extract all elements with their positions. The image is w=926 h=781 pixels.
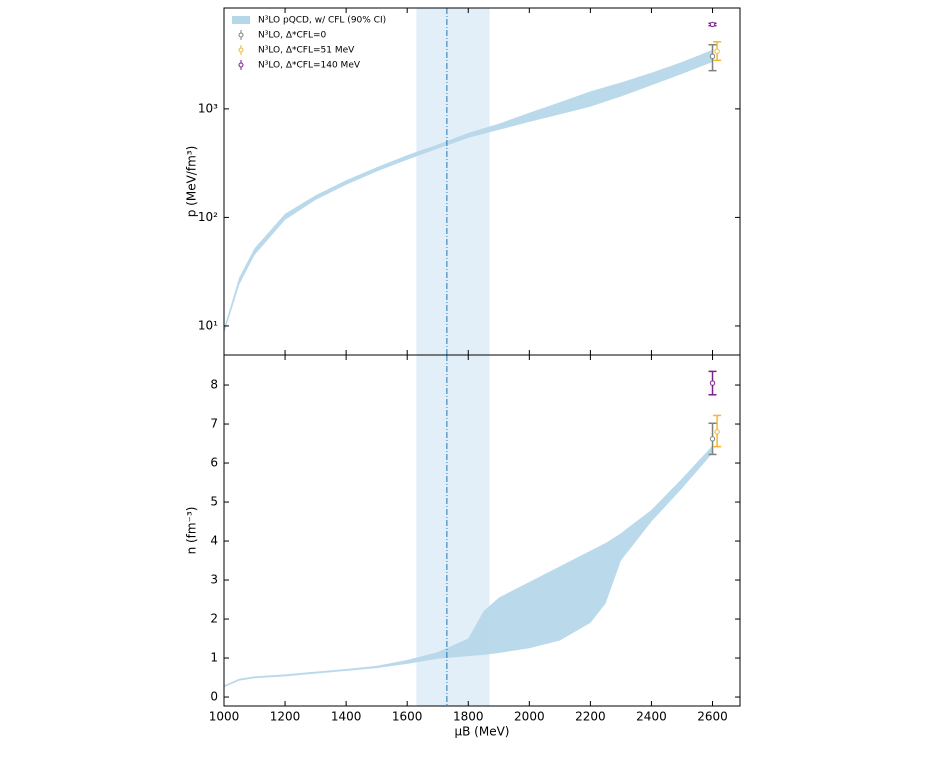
plot-area (224, 8, 722, 355)
y-tick-label: 10² (198, 210, 218, 224)
data-point (709, 436, 716, 442)
y-tick-label: 10³ (198, 101, 218, 115)
data-point (709, 53, 716, 60)
y-tick-label: 7 (210, 417, 218, 431)
legend-label: N³LO, Δ*CFL=51 MeV (258, 46, 355, 56)
y-axis-label: n (fm⁻³) (185, 507, 199, 555)
x-axis-label: μB (MeV) (455, 725, 510, 739)
legend-label: N³LO pQCD, w/ CFL (90% CI) (258, 16, 386, 26)
legend-swatch (232, 16, 250, 24)
y-tick-label: 10¹ (198, 318, 218, 332)
x-tick-label: 2200 (575, 710, 606, 724)
y-tick-label: 5 (210, 495, 218, 509)
ci-band (224, 445, 713, 688)
ci-band (224, 49, 713, 334)
x-tick-label: 2400 (636, 710, 667, 724)
y-tick-label: 3 (210, 573, 218, 587)
y-tick-label: 8 (210, 378, 218, 392)
y-tick-label: 0 (210, 690, 218, 704)
axes-frame (223, 354, 741, 707)
x-tick-label: 1600 (392, 710, 423, 724)
y-tick-label: 4 (210, 534, 218, 548)
x-tick-label: 1200 (270, 710, 301, 724)
x-tick-label: 1000 (209, 710, 240, 724)
legend-marker (238, 47, 244, 53)
legend-marker (238, 62, 244, 68)
data-point (714, 48, 720, 54)
plot-area (224, 355, 722, 706)
data-point (714, 429, 720, 435)
data-point (709, 380, 716, 386)
legend-label: N³LO, Δ*CFL=140 MeV (258, 61, 361, 71)
legend-label: N³LO, Δ*CFL=0 (258, 31, 327, 41)
highlight-span (416, 8, 490, 355)
y-axis-label: p (MeV/fm³) (185, 146, 199, 218)
y-tick-label: 2 (210, 612, 218, 626)
x-tick-label: 2600 (697, 710, 728, 724)
x-tick-label: 1400 (331, 710, 362, 724)
y-tick-label: 1 (210, 651, 218, 665)
y-tick-label: 6 (210, 456, 218, 470)
x-tick-label: 2000 (514, 710, 545, 724)
x-tick-label: 1800 (453, 710, 484, 724)
data-point (709, 21, 716, 28)
legend-marker (238, 32, 244, 38)
